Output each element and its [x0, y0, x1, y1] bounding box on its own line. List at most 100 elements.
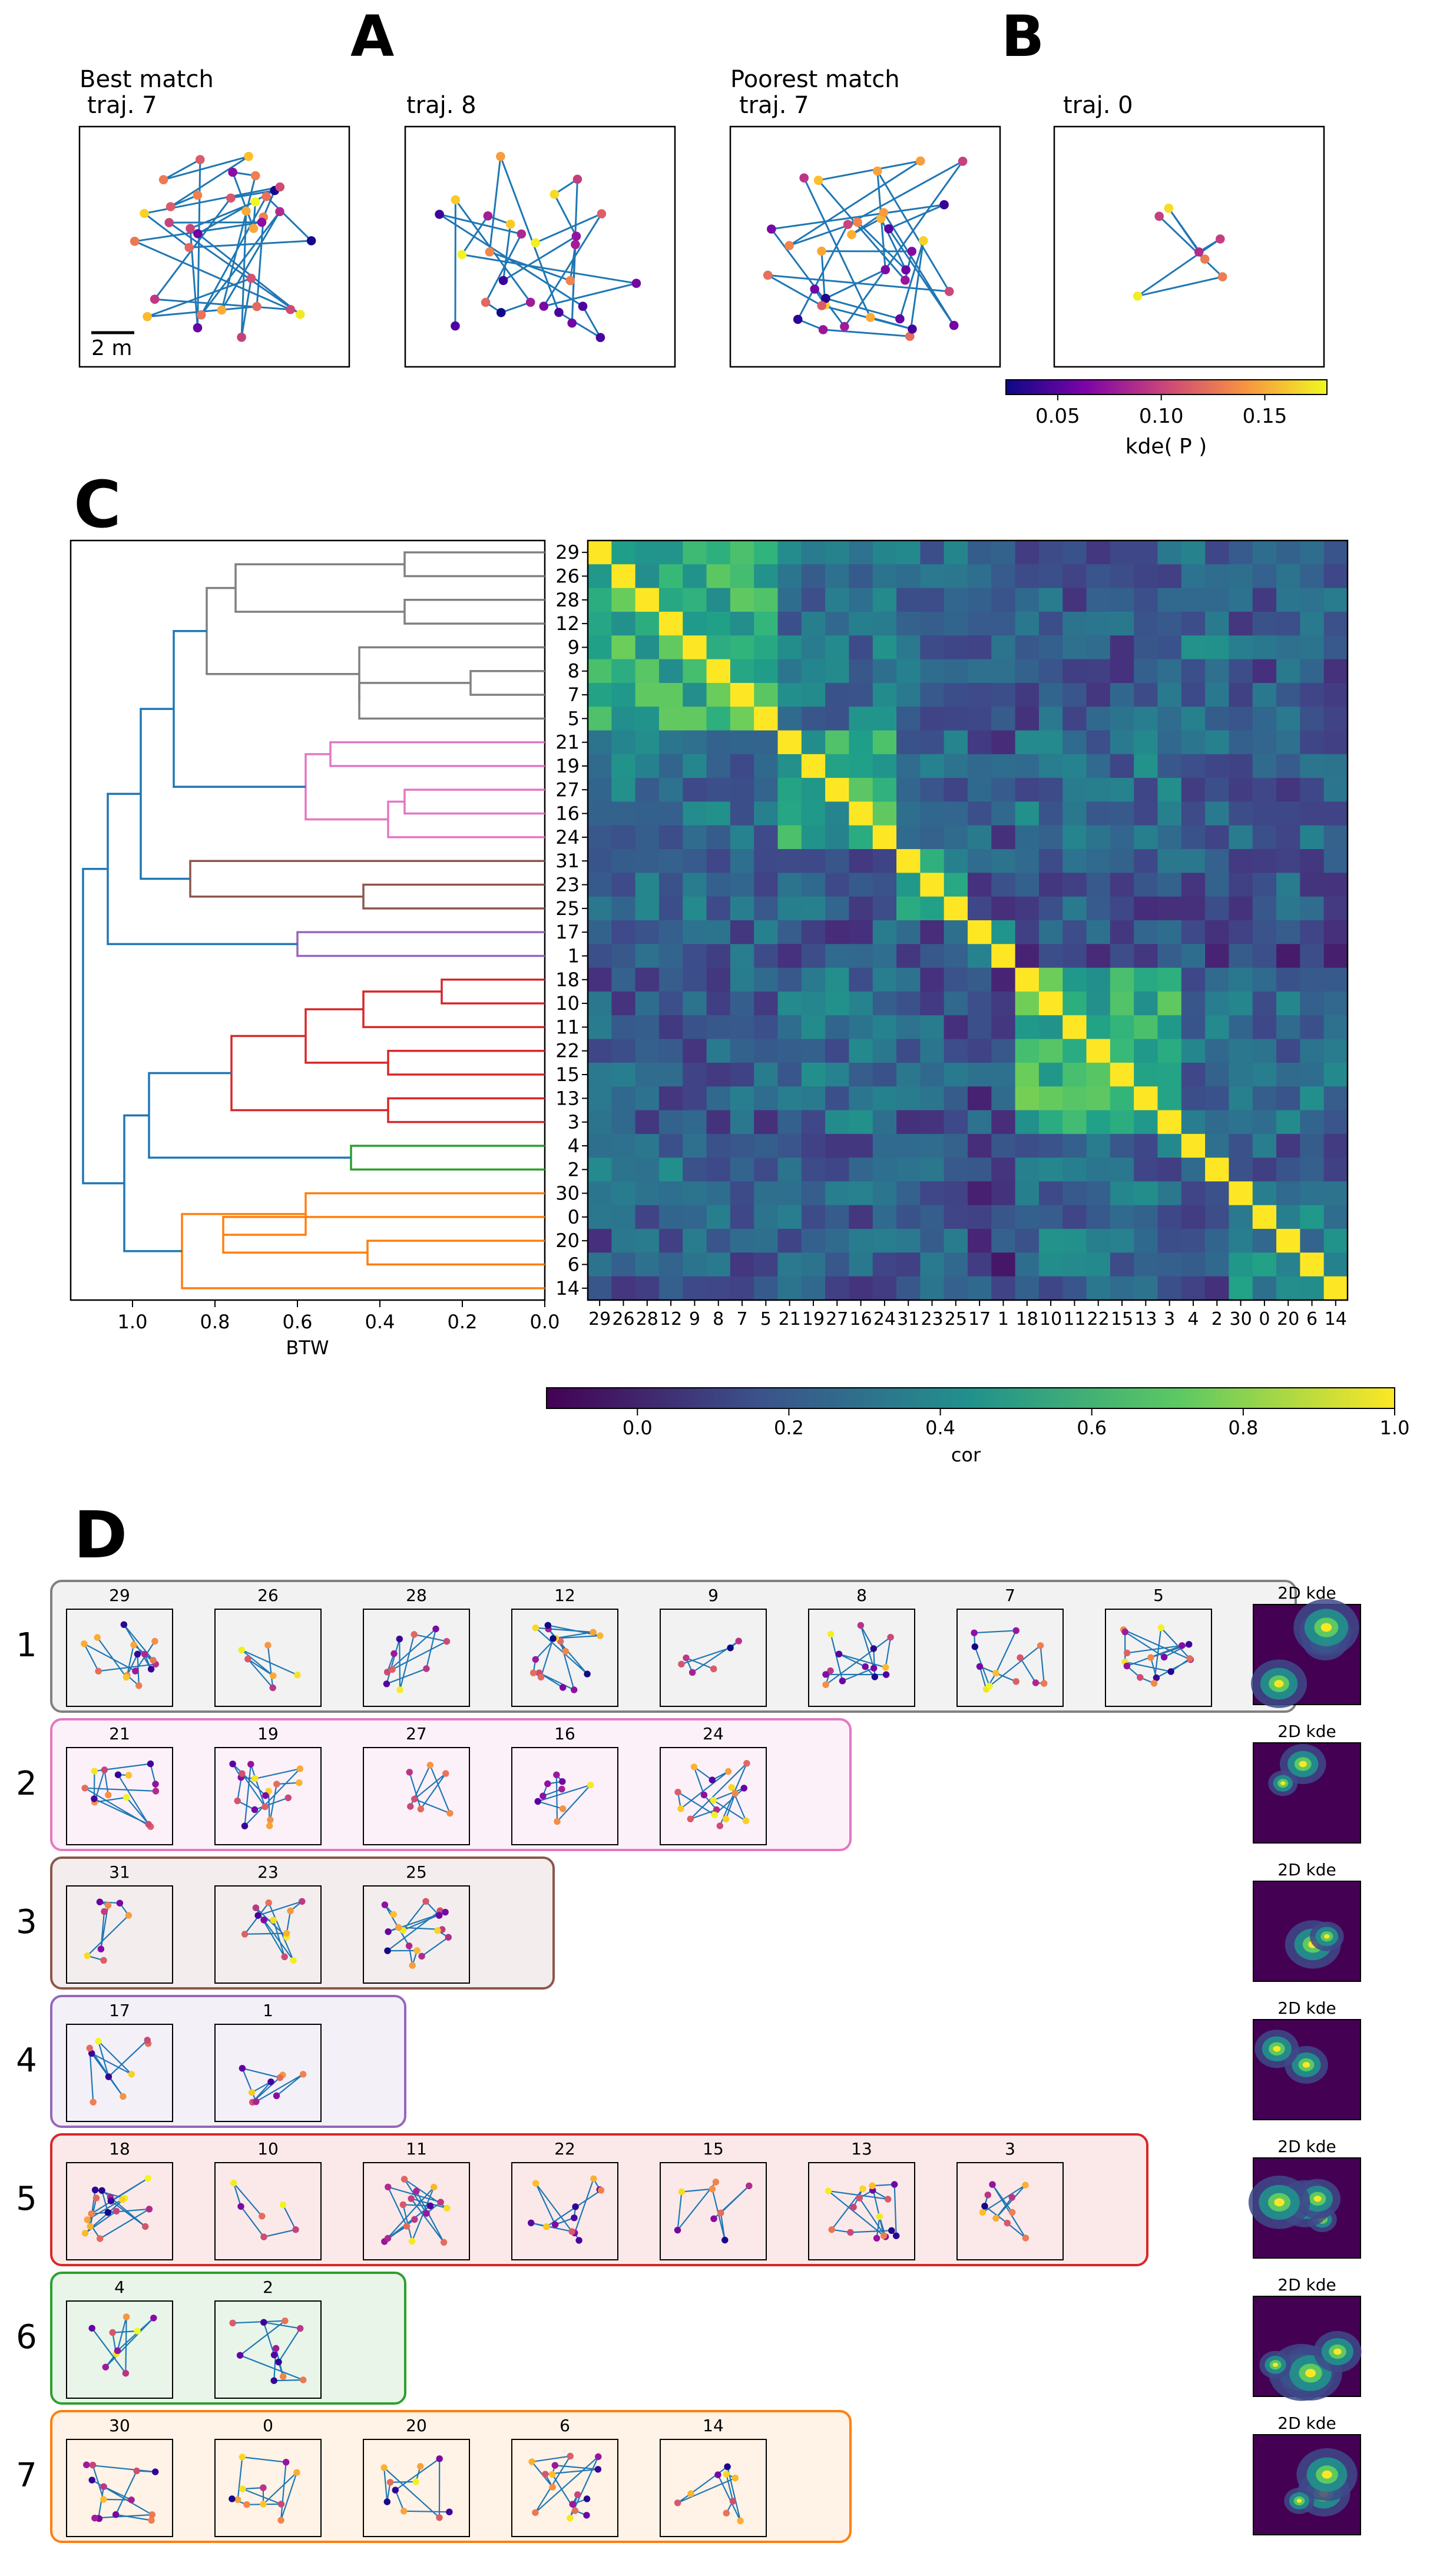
- heatmap-cell: [968, 920, 992, 944]
- heatmap-cell: [801, 896, 826, 921]
- leaf-label: 18: [555, 969, 580, 991]
- heatmap-cell: [1252, 967, 1277, 992]
- trajectory-point: [91, 2186, 99, 2194]
- heatmap-cell: [588, 944, 612, 969]
- trajectory-point: [135, 1682, 143, 1689]
- heatmap-cell: [920, 659, 945, 684]
- trajectory-point: [724, 2463, 731, 2471]
- traj-thumb-frame: [214, 2162, 322, 2260]
- heatmap-cell: [849, 588, 873, 612]
- trajectory-point: [406, 1769, 413, 1776]
- heatmap-cell: [1276, 754, 1300, 778]
- trajectory-point: [282, 2317, 289, 2325]
- dendro-link: [296, 931, 545, 957]
- trajectory-point: [553, 1771, 560, 1779]
- heatmap-cell: [825, 896, 850, 921]
- traj-thumb-frame: [214, 1885, 322, 1984]
- heatmap-cell: [920, 873, 945, 897]
- heatmap-cell: [1086, 588, 1111, 612]
- trajectory-point: [568, 2228, 575, 2235]
- heatmap-cell: [1181, 967, 1206, 992]
- trajectory-point: [383, 2498, 391, 2505]
- heatmap-cell: [920, 849, 945, 873]
- trajectory-point: [296, 2325, 304, 2332]
- heatmap-cell: [1229, 1158, 1253, 1182]
- heatmap-cell: [1276, 1062, 1300, 1087]
- heatmap-cell: [825, 730, 850, 755]
- heatmap-cell: [706, 1276, 731, 1301]
- heatmap-cell: [754, 1015, 779, 1040]
- kde-tick-label: 0.05: [1035, 405, 1080, 428]
- heatmap-x-label: 22: [1087, 1309, 1110, 1330]
- heatmap-cell: [730, 1133, 754, 1158]
- heatmap-x-label: 16: [850, 1309, 872, 1330]
- heatmap-cell: [1062, 1086, 1087, 1111]
- heatmap-cell: [754, 730, 779, 755]
- trajectory-point: [907, 247, 916, 256]
- heatmap-cell: [706, 1252, 731, 1277]
- heatmap-cell: [944, 1062, 968, 1087]
- trajectory-point: [96, 1898, 104, 1905]
- heatmap-cell: [588, 825, 612, 850]
- heatmap-cell: [1229, 564, 1253, 589]
- heatmap-cell: [991, 1276, 1016, 1301]
- heatmap-cell: [1323, 1062, 1348, 1087]
- trajectory-point: [793, 314, 803, 324]
- trajectory-point: [120, 1621, 128, 1628]
- trajectory-point: [252, 1904, 260, 1911]
- heatmap-cell: [658, 1158, 683, 1182]
- heatmap-cell: [777, 1205, 802, 1229]
- heatmap-cell: [849, 611, 873, 636]
- traj-thumb: [380, 2455, 453, 2521]
- trajectory-point: [446, 1809, 454, 1817]
- kde-blob: [1280, 1781, 1286, 1786]
- cor-tick-label: 0.2: [774, 1417, 804, 1439]
- heatmap-cell: [1015, 778, 1040, 803]
- heatmap-cell: [777, 707, 802, 731]
- dendro-link: [148, 1072, 351, 1159]
- heatmap-cell: [991, 778, 1016, 803]
- trajectory-point: [595, 2453, 602, 2461]
- heatmap-cell: [1276, 1252, 1300, 1277]
- heatmap-cell: [706, 635, 731, 660]
- traj-thumb: [678, 1637, 742, 1676]
- heatmap-cell: [849, 659, 873, 684]
- trajectory-point: [740, 1785, 748, 1792]
- trajectory-point: [254, 1912, 261, 1919]
- heatmap-cell: [635, 944, 660, 969]
- heatmap-cell: [754, 682, 779, 707]
- heatmap-cell: [825, 635, 850, 660]
- heatmap-cell: [611, 1205, 636, 1229]
- trajectory-point: [683, 1654, 690, 1662]
- heatmap-cell: [1062, 1133, 1087, 1158]
- heatmap-cell: [777, 920, 802, 944]
- dendro-link: [387, 800, 545, 838]
- cluster-box: [50, 2272, 406, 2405]
- heatmap-cell: [754, 1158, 779, 1182]
- traj-id-label: 13: [851, 2139, 872, 2159]
- heatmap-cell: [1252, 801, 1277, 826]
- kde-blob: [1322, 2470, 1332, 2479]
- cluster-row-1: 129 26 28 12 9 8 7 5 2D kde: [16, 1580, 1361, 1713]
- traj-frame-2: [404, 125, 676, 368]
- trajectory-point: [125, 1912, 133, 1919]
- heatmap-cell: [754, 1205, 779, 1229]
- trajectory-point: [1008, 2209, 1016, 2216]
- heatmap-cell: [658, 1229, 683, 1253]
- heatmap-cell: [1205, 682, 1230, 707]
- trajectory-point: [252, 301, 261, 311]
- heatmap-cell: [683, 1062, 707, 1087]
- heatmap-cell: [1015, 1015, 1040, 1040]
- heatmap-cell: [968, 825, 992, 850]
- traj-thumb: [81, 2174, 153, 2242]
- trajectory-point: [989, 2181, 996, 2188]
- trajectory-point: [532, 1624, 539, 1632]
- heatmap-cell: [801, 1252, 826, 1277]
- kde-blob: [1273, 2045, 1281, 2052]
- heatmap-cell: [896, 1062, 921, 1087]
- heatmap-cell: [1300, 944, 1325, 969]
- heatmap-x-label: 23: [921, 1309, 943, 1330]
- heatmap-cell: [896, 707, 921, 731]
- heatmap-cell: [635, 1181, 660, 1206]
- heatmap-cell: [825, 1181, 850, 1206]
